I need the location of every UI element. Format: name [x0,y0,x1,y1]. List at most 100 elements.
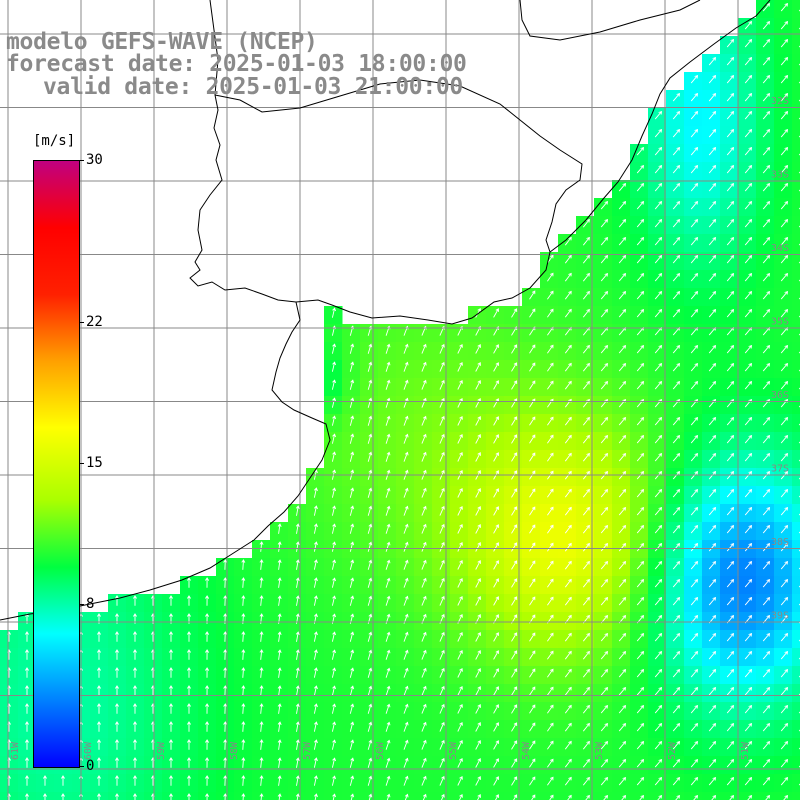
wind-arrow [133,595,137,606]
wind-speed-cell [792,90,800,109]
wind-arrow [780,506,789,516]
wind-arrow [708,524,717,534]
wind-arrow [672,254,681,264]
wind-arrow [133,649,137,660]
wind-arrow [729,794,735,800]
wind-arrow [618,776,627,786]
wind-arrow [169,757,173,768]
wind-arrow [313,595,318,606]
wind-arrow [672,272,681,282]
wind-arrow [762,632,771,642]
wind-arrow [529,488,536,498]
longitude-labels: 61W 60W 59W 58W 57W 56W 55W 54W 53W 52W 51W [10,741,751,760]
wind-arrow [762,776,771,786]
wind-arrow [277,703,282,714]
wind-arrow [762,434,771,444]
wind-arrow [529,578,536,588]
wind-arrow [726,380,735,390]
wind-arrow [654,632,663,642]
wind-speed-cell [792,792,800,800]
colorbar [33,160,80,768]
wind-arrow [529,758,536,768]
wind-arrow [367,451,373,462]
wind-arrow [780,668,789,678]
wind-arrow [421,523,427,534]
wind-arrow [672,506,681,516]
wind-arrow [600,560,609,570]
wind-arrow [25,757,29,768]
wind-arrow [277,649,282,660]
wind-arrow [295,631,300,642]
wind-arrow [621,794,627,800]
wind-arrow [205,739,210,750]
wind-arrow [205,667,210,678]
wind-arrow [457,451,463,462]
wind-arrow [636,776,645,786]
wind-arrow [367,775,373,786]
wind-arrow [690,524,699,534]
wind-arrow [708,218,717,228]
wind-arrow [385,757,391,768]
wind-arrow [547,290,554,300]
wind-arrow [762,488,771,498]
colorbar-tick-label: 15 [86,455,103,471]
wind-arrow [403,361,409,372]
wind-arrow [385,577,391,588]
wind-arrow [331,775,337,786]
wind-arrow [25,793,29,800]
wind-arrow [277,775,282,786]
wind-arrow [762,740,771,750]
wind-arrow [726,542,735,552]
wind-arrow [708,650,717,660]
wind-arrow [564,488,572,498]
colorbar-tick-label: 30 [86,152,103,168]
wind-arrow [403,559,409,570]
wind-arrow [331,415,337,426]
wind-arrow [618,344,627,354]
wind-arrow [654,740,663,750]
wind-arrow [439,505,445,516]
wind-arrow [708,362,717,372]
wind-arrow [547,758,554,768]
wind-arrow [259,595,264,606]
wind-arrow [726,578,735,588]
title-forecast-date: forecast date: 2025-01-03 18:00:00 [6,51,467,77]
wind-arrow [636,380,645,390]
wind-arrow [618,578,627,588]
wind-arrow [636,488,645,498]
wind-arrow [529,362,536,372]
wind-arrow [385,631,391,642]
wind-arrow [744,218,753,228]
wind-arrow [636,452,645,462]
wind-arrow [457,523,463,534]
wind-arrow [439,631,445,642]
wind-arrow [708,146,717,156]
wind-speed-cell [792,558,800,577]
wind-arrow [403,379,409,390]
wind-arrow [349,775,355,786]
wind-arrow [744,722,753,732]
wind-arrow [313,631,318,642]
wind-arrow [600,200,609,210]
wind-arrow [672,344,681,354]
wind-arrow [511,596,518,606]
wind-arrow [708,542,717,552]
wind-arrow [241,649,246,660]
wind-arrow [600,650,609,660]
wind-arrow [744,758,753,768]
wind-arrow [600,272,609,282]
wind-arrow [582,542,590,552]
wind-arrow [762,380,771,390]
wind-arrow [726,182,735,192]
wind-speed-cell [792,18,800,37]
wind-arrow [564,290,572,300]
wind-arrow [331,703,337,714]
wind-arrow [331,505,337,516]
wind-arrow [115,685,119,696]
wind-arrow [511,344,518,354]
longitude-label: 56W [375,741,386,760]
wind-arrow [762,272,771,282]
wind-arrow [726,758,735,768]
wind-arrow [403,541,409,552]
wind-arrow [636,344,645,354]
